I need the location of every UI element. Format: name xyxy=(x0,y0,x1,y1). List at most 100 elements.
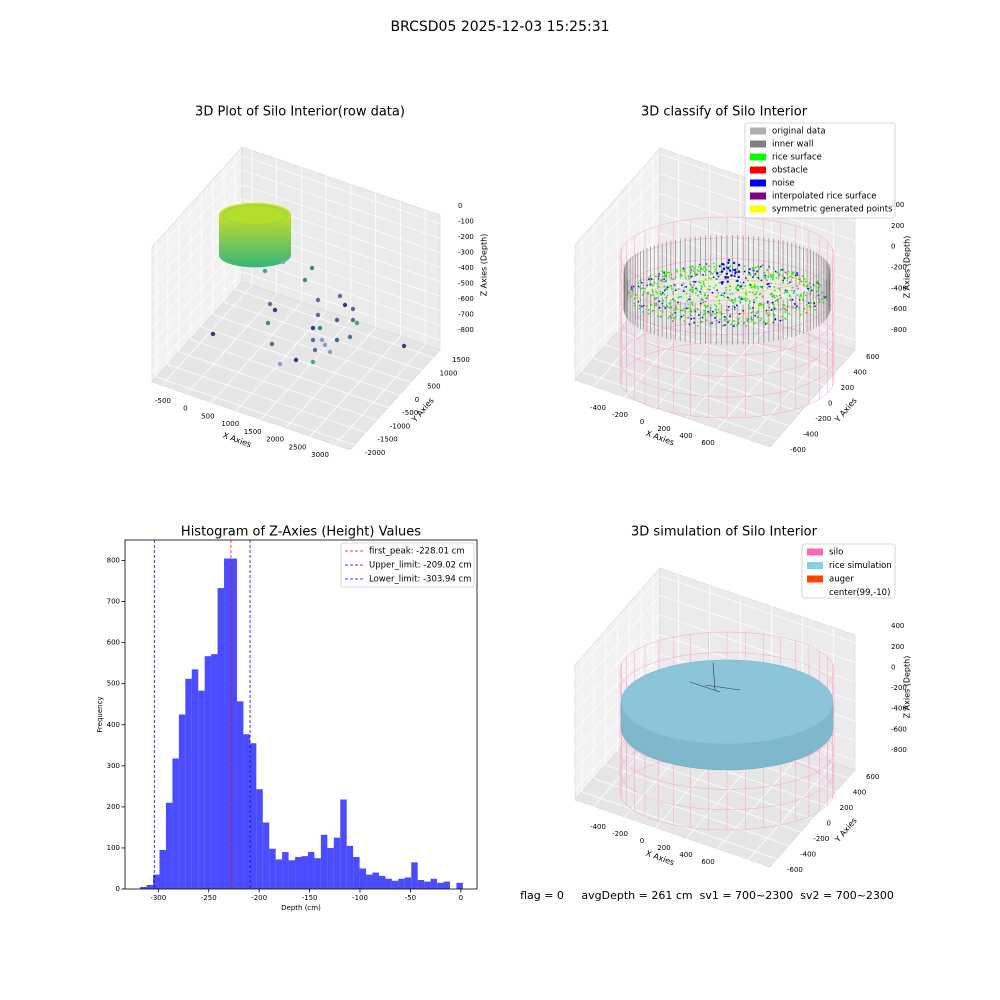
point-cloud xyxy=(797,287,799,290)
point-cloud xyxy=(780,291,783,294)
z-label: Z Axies (Depth) xyxy=(480,234,489,297)
legend-label: noise xyxy=(772,179,795,189)
point-cloud xyxy=(722,324,725,327)
point-cloud xyxy=(779,269,782,271)
point-cloud xyxy=(739,281,742,284)
point-cloud xyxy=(771,276,773,279)
point-cloud xyxy=(767,314,769,317)
point-cloud xyxy=(693,303,695,306)
point-cloud xyxy=(783,308,786,310)
point-cloud xyxy=(688,298,691,301)
point-cloud xyxy=(693,308,696,311)
point-cloud xyxy=(682,290,685,293)
silo-wire xyxy=(619,216,835,294)
bar xyxy=(140,886,147,889)
point-cloud xyxy=(754,279,757,282)
point-cloud xyxy=(683,308,685,310)
point-cloud xyxy=(651,290,654,293)
point-cloud xyxy=(280,259,286,265)
grid-line xyxy=(574,252,661,351)
grid-line xyxy=(151,169,243,271)
legend-label: first_peak: -228.01 cm xyxy=(369,547,465,557)
point-cloud xyxy=(789,277,791,280)
point-cloud xyxy=(733,325,735,328)
point-cloud xyxy=(771,274,774,277)
silo-wire xyxy=(619,300,835,377)
point-cloud xyxy=(319,337,325,343)
point-cloud xyxy=(753,288,755,291)
point-cloud xyxy=(766,307,768,310)
bar xyxy=(456,882,463,889)
point-cloud xyxy=(748,302,751,305)
legend-swatch xyxy=(750,205,766,213)
x-tick-label: 200 xyxy=(657,425,670,433)
point-cloud xyxy=(648,284,651,286)
point-cloud xyxy=(663,311,666,314)
legend-box xyxy=(801,543,896,599)
grid-line xyxy=(241,155,441,225)
point-cloud xyxy=(728,319,731,322)
grid-line xyxy=(574,193,661,291)
point-cloud xyxy=(670,296,673,298)
legend-label: symmetric generated points xyxy=(772,205,893,215)
bar xyxy=(230,558,237,889)
point-cloud xyxy=(785,280,788,283)
point-cloud xyxy=(748,299,751,302)
point-cloud xyxy=(666,294,669,297)
bar xyxy=(443,881,450,889)
grid-line xyxy=(212,314,411,383)
point-cloud xyxy=(700,285,703,287)
point-cloud xyxy=(736,324,738,327)
point-cloud xyxy=(685,307,688,310)
point-cloud xyxy=(770,315,773,317)
point-cloud xyxy=(717,275,720,278)
point-cloud xyxy=(789,275,791,278)
point-cloud xyxy=(740,296,743,298)
point-cloud xyxy=(734,297,737,300)
grid-line xyxy=(241,256,441,326)
point-cloud xyxy=(748,306,751,309)
point-cloud xyxy=(791,298,794,301)
point-cloud xyxy=(401,343,407,349)
bar xyxy=(165,802,173,889)
noise-points xyxy=(724,276,727,279)
point-cloud xyxy=(759,319,762,322)
point-cloud xyxy=(699,281,702,284)
z-tick-label: -700 xyxy=(458,311,474,319)
point-cloud xyxy=(738,312,741,315)
point-cloud xyxy=(817,282,819,285)
x-tick-label: 3000 xyxy=(311,451,329,459)
y-tick-label: 500 xyxy=(107,680,120,688)
point-cloud xyxy=(770,275,772,278)
grid-line xyxy=(659,193,856,262)
point-cloud xyxy=(744,299,747,302)
point-cloud xyxy=(744,292,747,295)
point-cloud xyxy=(808,311,811,314)
point-cloud xyxy=(738,317,741,320)
y-tick-label: 600 xyxy=(107,639,120,647)
bar xyxy=(430,878,438,889)
noise-points xyxy=(733,268,737,272)
noise-points xyxy=(726,276,730,279)
x-tick-label: 0 xyxy=(640,837,644,845)
point-cloud xyxy=(731,286,733,289)
y-tick-label: 600 xyxy=(866,773,879,781)
point-cloud xyxy=(744,297,747,300)
point-cloud xyxy=(714,268,717,271)
point-cloud xyxy=(334,317,340,323)
grid-line xyxy=(574,233,661,331)
point-cloud xyxy=(666,286,669,289)
point-cloud xyxy=(674,289,677,292)
point-cloud xyxy=(691,275,694,278)
point-cloud xyxy=(668,315,671,318)
point-cloud xyxy=(805,285,808,288)
point-cloud xyxy=(787,298,790,301)
point-cloud xyxy=(633,302,636,305)
bar xyxy=(417,879,425,889)
point-cloud xyxy=(741,287,744,290)
x-tick-label: -400 xyxy=(590,404,606,412)
bar xyxy=(211,654,218,889)
point-cloud xyxy=(657,285,660,288)
point-cloud xyxy=(794,307,797,310)
plot-frame xyxy=(124,539,478,890)
